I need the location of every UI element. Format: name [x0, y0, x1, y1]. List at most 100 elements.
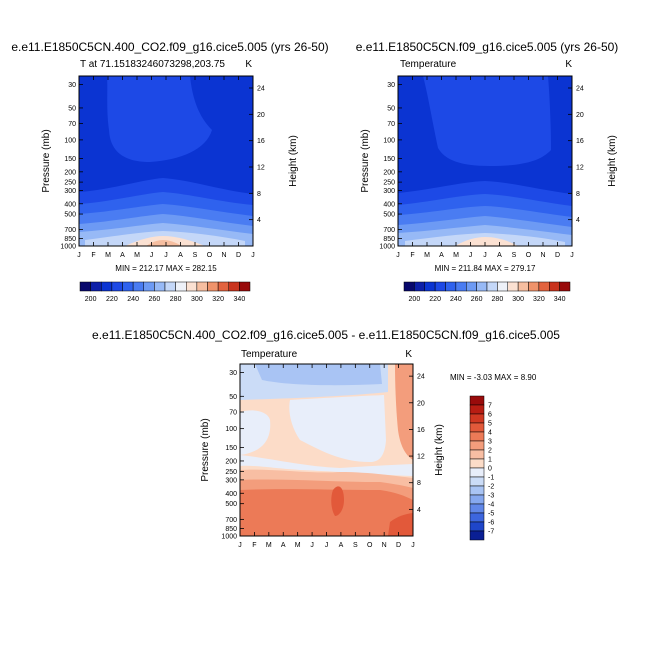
colorbar-label: 200 — [85, 296, 97, 303]
x-tick-label: A — [339, 542, 344, 549]
panel-left-colorbar: 200 220 240 260 280 300 320 340 — [79, 281, 251, 303]
colorbar-swatch — [517, 281, 529, 292]
colorbar-swatch — [228, 281, 240, 292]
colorbar-swatch — [469, 467, 485, 478]
panel-left-y2label: Height (km) — [288, 135, 299, 187]
colorbar-label: 4 — [488, 430, 492, 437]
panel-left-title: e.e11.E1850C5CN.400_CO2.f09_g16.cice5.00… — [11, 40, 328, 54]
height-tick-label: 8 — [257, 191, 261, 198]
colorbar-label: -5 — [488, 511, 494, 518]
colorbar-label: 5 — [488, 421, 492, 428]
colorbar-label: 340 — [554, 296, 566, 303]
x-tick-label: J — [469, 252, 473, 259]
panel-left-contour-field — [79, 76, 253, 246]
pressure-tick-label: 850 — [383, 236, 395, 243]
x-tick-label: J — [238, 542, 242, 549]
x-tick-label: J — [150, 252, 154, 259]
pressure-tick-label: 50 — [68, 105, 76, 112]
pressure-tick-label: 30 — [229, 370, 237, 377]
band-230-stratosphere — [423, 76, 551, 166]
colorbar-swatch — [469, 404, 485, 415]
height-tick-label: 8 — [576, 191, 580, 198]
panel-left: e.e11.E1850C5CN.400_CO2.f09_g16.cice5.00… — [11, 40, 328, 303]
colorbar-swatch — [538, 281, 550, 292]
colorbar-swatch — [101, 281, 113, 292]
x-tick-label: A — [281, 542, 286, 549]
pressure-tick-label: 250 — [225, 469, 237, 476]
panel-right-colorbar: 200 220 240 260 280 300 320 340 — [403, 281, 571, 303]
panel-right-y2label: Height (km) — [607, 135, 618, 187]
colorbar-swatch — [111, 281, 123, 292]
colorbar-swatch — [469, 512, 485, 523]
colorbar-label: -1 — [488, 475, 494, 482]
colorbar-label: -6 — [488, 520, 494, 527]
pressure-tick-label: 150 — [64, 156, 76, 163]
colorbar-label: 200 — [409, 296, 421, 303]
height-tick-label: 20 — [417, 400, 425, 407]
pressure-tick-label: 200 — [383, 169, 395, 176]
colorbar-swatch — [239, 281, 251, 292]
colorbar-swatch — [207, 281, 219, 292]
height-tick-label: 16 — [417, 427, 425, 434]
panel-right-stats: MIN = 211.84 MAX = 279.17 — [435, 264, 536, 273]
colorbar-label: 6 — [488, 412, 492, 419]
height-tick-label: 20 — [576, 112, 584, 119]
panel-right-contour-field — [398, 76, 572, 246]
pressure-tick-label: 70 — [68, 121, 76, 128]
height-tick-label: 24 — [417, 374, 425, 381]
panel-right-ylabel: Pressure (mb) — [360, 129, 371, 192]
height-tick-label: 16 — [576, 138, 584, 145]
colorbar-swatch — [196, 281, 208, 292]
x-tick-label: N — [540, 252, 545, 259]
panel-left-subtitle: T at 71.15183246073298,203.75 — [80, 59, 225, 70]
height-tick-label: 24 — [257, 85, 265, 92]
colorbar-swatch — [164, 281, 176, 292]
x-tick-label: N — [382, 542, 387, 549]
colorbar-swatch — [455, 281, 467, 292]
x-tick-label: J — [483, 252, 487, 259]
x-tick-label: A — [120, 252, 125, 259]
panel-diff: e.e11.E1850C5CN.400_CO2.f09_g16.cice5.00… — [92, 328, 560, 549]
colorbar-swatch — [434, 281, 446, 292]
x-tick-label: J — [325, 542, 329, 549]
colorbar-label: 260 — [149, 296, 161, 303]
band-285 — [146, 240, 182, 246]
height-tick-label: 20 — [257, 112, 265, 119]
panel-left-units: K — [245, 59, 252, 70]
pressure-tick-label: 300 — [64, 188, 76, 195]
colorbar-swatch — [469, 413, 485, 424]
colorbar-label: 260 — [471, 296, 483, 303]
panel-diff-subtitle: Temperature — [241, 349, 298, 360]
colorbar-swatch — [424, 281, 436, 292]
colorbar-label: 7 — [488, 403, 492, 410]
colorbar-swatch — [469, 476, 485, 487]
panel-left-ylabel: Pressure (mb) — [41, 129, 52, 192]
pressure-tick-label: 200 — [64, 169, 76, 176]
pressure-tick-label: 70 — [387, 121, 395, 128]
colorbar-swatch — [403, 281, 415, 292]
colorbar-label: 220 — [106, 296, 118, 303]
colorbar-swatch — [469, 422, 485, 433]
colorbar-label: 3 — [488, 439, 492, 446]
pressure-tick-label: 100 — [64, 137, 76, 144]
height-tick-label: 12 — [576, 164, 584, 171]
colorbar-swatch — [154, 281, 166, 292]
height-tick-label: 12 — [417, 454, 425, 461]
pressure-tick-label: 50 — [387, 105, 395, 112]
x-tick-label: O — [367, 542, 373, 549]
colorbar-swatch — [90, 281, 102, 292]
colorbar-label: -2 — [488, 484, 494, 491]
colorbar-swatch — [217, 281, 229, 292]
colorbar-swatch — [497, 281, 508, 292]
x-tick-label: J — [570, 252, 574, 259]
colorbar-label: -3 — [488, 493, 494, 500]
pressure-tick-label: 300 — [383, 188, 395, 195]
colorbar-label: 1 — [488, 457, 492, 464]
colorbar-swatch — [476, 281, 488, 292]
colorbar-swatch — [186, 281, 198, 292]
colorbar-swatch — [469, 458, 485, 469]
pressure-tick-label: 850 — [225, 526, 237, 533]
colorbar-swatch — [469, 530, 485, 541]
x-tick-label: M — [105, 252, 111, 259]
